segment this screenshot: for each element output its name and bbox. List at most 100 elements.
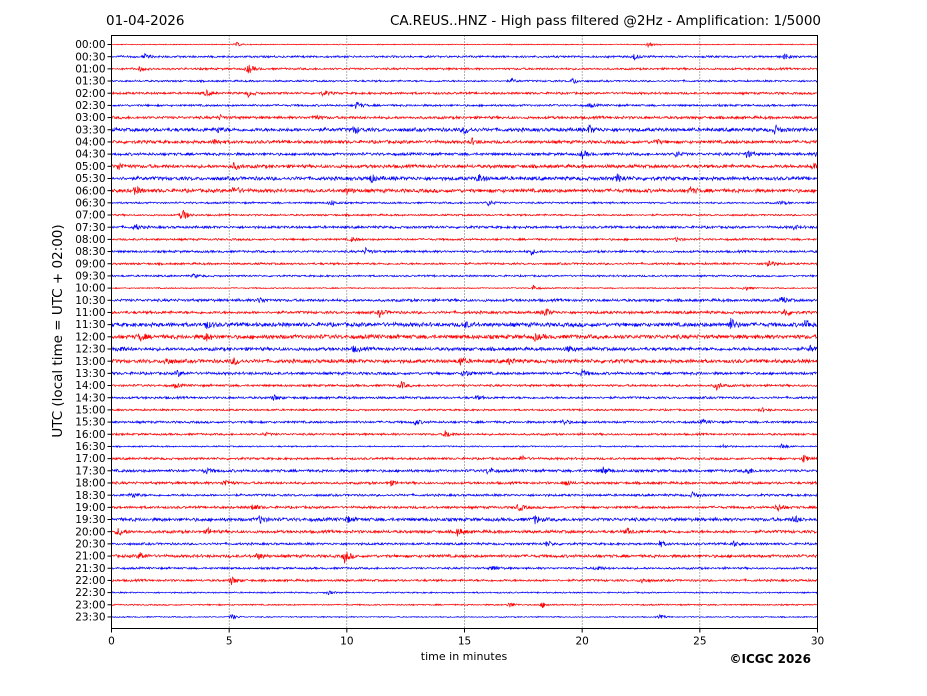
y-tick-label: 04:00 — [75, 137, 105, 149]
trace-1730 — [111, 466, 818, 475]
trace-2030 — [111, 540, 818, 548]
trace-1000 — [111, 284, 818, 291]
y-tick-label: 17:30 — [75, 465, 105, 477]
x-tick-label: 25 — [693, 636, 706, 648]
y-tick-label: 19:30 — [75, 514, 105, 526]
y-tick-label: 08:00 — [75, 234, 105, 246]
y-tick-label: 14:30 — [75, 392, 105, 404]
trace-0430 — [111, 150, 818, 160]
y-tick-label: 02:30 — [75, 100, 105, 112]
trace-0200 — [111, 88, 818, 99]
x-tick-label: 30 — [811, 636, 824, 648]
y-tick-label: 21:00 — [75, 551, 105, 563]
x-tick-label: 5 — [226, 636, 233, 648]
trace-0900 — [111, 260, 818, 267]
y-tick-label: 05:30 — [75, 173, 105, 185]
trace-1100 — [111, 307, 818, 318]
trace-1630 — [111, 443, 818, 449]
trace-0630 — [111, 199, 818, 207]
grid-lines — [228, 35, 701, 629]
traces — [111, 41, 818, 620]
y-tick-label: 19:00 — [75, 502, 105, 514]
y-tick-label: 00:30 — [75, 51, 105, 63]
y-tick-label: 12:00 — [75, 331, 105, 343]
trace-1600 — [111, 430, 818, 437]
y-tick-label: 10:00 — [75, 283, 105, 295]
y-tick-label: 10:30 — [75, 295, 105, 307]
y-tick-label: 01:00 — [75, 63, 105, 75]
trace-1030 — [111, 296, 818, 304]
y-tick-label: 16:00 — [75, 429, 105, 441]
trace-2200 — [111, 576, 818, 586]
trace-1500 — [111, 407, 818, 413]
x-tick-label: 20 — [575, 636, 588, 648]
y-tick-label: 18:00 — [75, 478, 105, 490]
y-tick-label: 01:30 — [75, 76, 105, 88]
trace-0500 — [111, 162, 818, 171]
y-tick-label: 06:30 — [75, 197, 105, 209]
y-tick-label: 03:00 — [75, 112, 105, 124]
trace-0130 — [111, 77, 818, 84]
copyright: ©ICGC 2026 — [729, 652, 811, 666]
y-tick-label: 11:30 — [75, 319, 105, 331]
trace-0300 — [111, 113, 818, 121]
x-tick-labels: 0 5 10 15 20 25 30 — [108, 628, 824, 648]
y-tick-label: 16:30 — [75, 441, 105, 453]
y-tick-label: 11:00 — [75, 307, 105, 319]
trace-1330 — [111, 368, 818, 378]
trace-2330 — [111, 613, 818, 620]
y-tick-label: 23:00 — [75, 599, 105, 611]
trace-1800 — [111, 479, 818, 487]
trace-0400 — [111, 137, 818, 146]
trace-2000 — [111, 526, 818, 537]
trace-0700 — [111, 209, 818, 220]
y-tick-label: 09:30 — [75, 271, 105, 283]
y-tick-label: 20:00 — [75, 526, 105, 538]
trace-0800 — [111, 236, 818, 243]
y-tick-labels: 00:0000:3001:0001:3002:0002:3003:0003:30… — [75, 39, 112, 624]
x-tick-label: 0 — [108, 636, 115, 648]
trace-0330 — [111, 124, 818, 135]
trace-1530 — [111, 418, 818, 426]
y-tick-label: 18:30 — [75, 490, 105, 502]
trace-0230 — [111, 101, 818, 109]
y-tick-label: 14:00 — [75, 380, 105, 392]
chart-date: 01-04-2026 — [106, 13, 184, 29]
trace-2130 — [111, 565, 818, 571]
y-tick-label: 08:30 — [75, 246, 105, 258]
trace-1900 — [111, 503, 818, 513]
trace-0030 — [111, 52, 818, 62]
x-tick-label: 10 — [340, 636, 353, 648]
y-tick-label: 15:30 — [75, 417, 105, 429]
x-axis-label: time in minutes — [421, 650, 508, 663]
trace-1430 — [111, 393, 818, 401]
x-tick-label: 15 — [458, 636, 471, 648]
trace-1830 — [111, 491, 818, 499]
trace-1230 — [111, 344, 818, 353]
y-tick-label: 07:00 — [75, 210, 105, 222]
trace-1200 — [111, 333, 818, 342]
y-tick-label: 22:00 — [75, 575, 105, 587]
y-tick-label: 05:00 — [75, 161, 105, 173]
trace-1700 — [111, 454, 818, 463]
trace-0930 — [111, 273, 818, 279]
trace-0000 — [111, 41, 818, 49]
y-tick-label: 13:30 — [75, 368, 105, 380]
y-tick-label: 04:30 — [75, 149, 105, 161]
trace-2300 — [111, 602, 818, 609]
y-tick-label: 03:30 — [75, 124, 105, 136]
y-tick-label: 20:30 — [75, 538, 105, 550]
trace-0530 — [111, 173, 818, 184]
trace-0830 — [111, 246, 818, 256]
trace-2100 — [111, 552, 818, 564]
trace-0100 — [111, 64, 818, 74]
y-tick-label: 02:00 — [75, 88, 105, 100]
trace-1930 — [111, 515, 818, 525]
y-tick-label: 07:30 — [75, 222, 105, 234]
y-tick-label: 09:00 — [75, 258, 105, 270]
y-tick-label: 17:00 — [75, 453, 105, 465]
trace-0600 — [111, 185, 818, 195]
y-tick-label: 23:30 — [75, 612, 105, 624]
trace-1130 — [111, 317, 818, 330]
